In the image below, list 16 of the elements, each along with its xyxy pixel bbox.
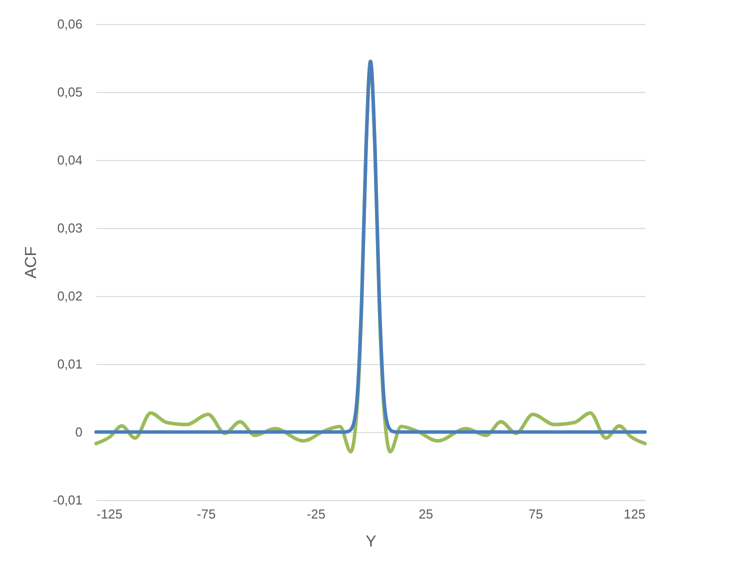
x-axis-title: Y (366, 534, 377, 550)
x-tick-label: -25 (306, 506, 326, 522)
y-tick-label: 0,01 (57, 356, 82, 372)
y-tick-label: 0,03 (57, 220, 82, 236)
x-tick-label: -125 (96, 506, 123, 522)
y-tick-label: 0,04 (57, 152, 82, 168)
x-tick-label: 25 (418, 506, 434, 522)
y-tick-label: 0,02 (57, 288, 82, 304)
x-tick-label: 125 (624, 506, 646, 522)
y-tick-label: 0 (75, 424, 82, 440)
y-tick-label: -0,01 (52, 492, 82, 508)
x-tick-label: 75 (528, 506, 543, 522)
x-tick-label: -75 (196, 506, 216, 522)
y-tick-label: 0,05 (57, 84, 82, 100)
y-tick-label: 0,06 (57, 16, 82, 32)
y-axis-title: ACF (22, 246, 40, 278)
